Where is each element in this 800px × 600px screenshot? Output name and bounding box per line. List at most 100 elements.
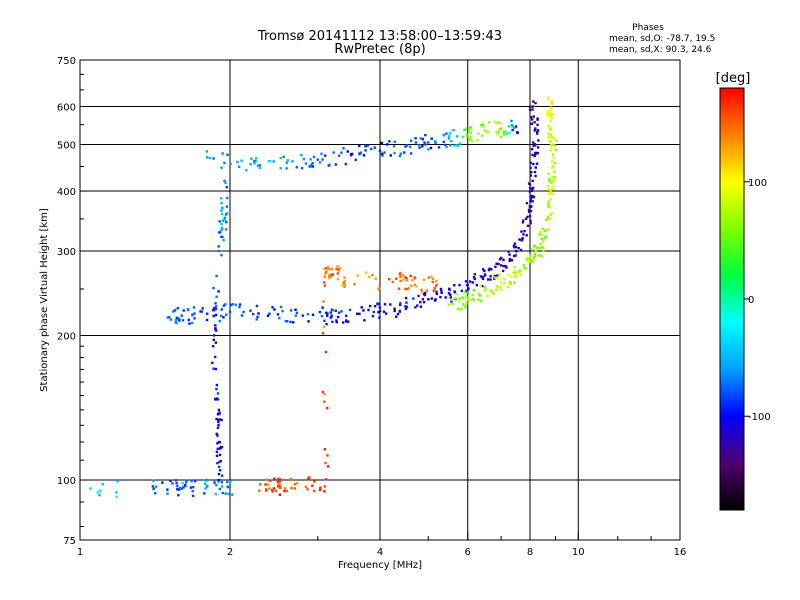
data-point bbox=[373, 146, 376, 149]
data-point bbox=[330, 308, 334, 311]
data-point bbox=[403, 151, 406, 154]
data-point bbox=[512, 254, 516, 258]
data-point bbox=[399, 275, 402, 279]
data-point bbox=[268, 312, 271, 315]
data-point bbox=[553, 136, 556, 140]
data-point bbox=[522, 266, 526, 269]
data-point bbox=[218, 319, 221, 323]
data-point bbox=[217, 472, 221, 476]
data-point bbox=[344, 319, 348, 322]
y-tick-label: 400 bbox=[57, 187, 76, 198]
colorbar bbox=[719, 87, 745, 511]
data-point bbox=[221, 206, 224, 210]
data-point bbox=[534, 166, 537, 169]
data-point bbox=[548, 180, 552, 183]
data-point bbox=[449, 296, 453, 299]
data-point bbox=[323, 400, 326, 403]
data-point bbox=[289, 309, 293, 312]
data-point bbox=[554, 148, 558, 152]
data-point bbox=[536, 130, 539, 134]
data-point bbox=[152, 487, 155, 491]
data-point bbox=[191, 490, 194, 493]
data-point bbox=[258, 164, 262, 167]
data-point bbox=[336, 272, 340, 275]
data-point bbox=[544, 235, 548, 238]
data-point bbox=[169, 318, 173, 321]
data-point bbox=[448, 288, 451, 291]
data-point bbox=[549, 127, 552, 130]
data-point bbox=[367, 275, 371, 279]
data-point bbox=[477, 298, 480, 301]
data-point bbox=[309, 164, 313, 167]
data-point bbox=[531, 248, 534, 251]
data-point bbox=[281, 309, 284, 313]
data-point bbox=[549, 213, 552, 216]
data-point bbox=[442, 133, 445, 137]
data-point bbox=[512, 244, 516, 248]
data-point bbox=[548, 206, 551, 209]
data-point bbox=[479, 275, 483, 278]
data-point bbox=[342, 281, 346, 284]
data-point bbox=[536, 118, 539, 121]
data-point bbox=[220, 474, 224, 477]
data-point bbox=[329, 316, 333, 319]
data-point bbox=[525, 201, 529, 205]
data-point bbox=[548, 112, 552, 115]
data-point bbox=[483, 269, 486, 273]
data-point bbox=[218, 453, 222, 457]
data-point bbox=[191, 314, 194, 317]
data-point bbox=[508, 257, 512, 261]
data-point bbox=[220, 166, 223, 169]
data-point bbox=[264, 483, 267, 486]
data-point bbox=[407, 286, 411, 290]
data-point bbox=[184, 481, 188, 484]
data-point bbox=[533, 121, 536, 124]
data-point bbox=[216, 442, 219, 445]
data-point bbox=[484, 287, 488, 290]
y-tick-label: 600 bbox=[57, 103, 76, 114]
data-point bbox=[530, 147, 534, 151]
data-point bbox=[508, 280, 512, 284]
data-point bbox=[549, 133, 552, 136]
data-point bbox=[502, 282, 506, 285]
data-point bbox=[279, 305, 283, 309]
data-point bbox=[308, 165, 312, 168]
data-point bbox=[479, 299, 483, 303]
data-point bbox=[529, 166, 532, 170]
data-point bbox=[405, 144, 409, 147]
data-point bbox=[189, 486, 193, 489]
data-point bbox=[457, 144, 461, 148]
data-point bbox=[550, 100, 553, 103]
data-point bbox=[231, 493, 234, 496]
data-point bbox=[173, 309, 176, 313]
data-point bbox=[180, 314, 183, 317]
data-point bbox=[98, 493, 101, 497]
data-point bbox=[192, 306, 196, 309]
data-point bbox=[552, 184, 555, 188]
data-point bbox=[212, 157, 215, 160]
data-point bbox=[435, 292, 439, 296]
data-point bbox=[409, 274, 412, 278]
data-point bbox=[534, 174, 537, 178]
data-point bbox=[529, 254, 532, 257]
data-point bbox=[404, 296, 408, 300]
data-point bbox=[255, 156, 258, 160]
data-point bbox=[318, 310, 322, 314]
data-point bbox=[504, 130, 507, 133]
colorbar-ticks: 100 0 -100 bbox=[744, 178, 771, 423]
data-point bbox=[554, 139, 558, 142]
data-point bbox=[515, 250, 518, 253]
data-point bbox=[447, 292, 451, 295]
data-point bbox=[245, 169, 248, 172]
data-point bbox=[405, 305, 409, 309]
y-tick-label: 750 bbox=[57, 56, 76, 67]
data-point bbox=[451, 298, 454, 302]
data-point bbox=[463, 128, 466, 132]
data-point bbox=[493, 276, 497, 279]
data-point bbox=[538, 246, 542, 250]
data-point bbox=[294, 314, 297, 317]
data-point bbox=[539, 230, 542, 234]
data-point bbox=[343, 285, 346, 288]
data-point bbox=[497, 262, 500, 266]
